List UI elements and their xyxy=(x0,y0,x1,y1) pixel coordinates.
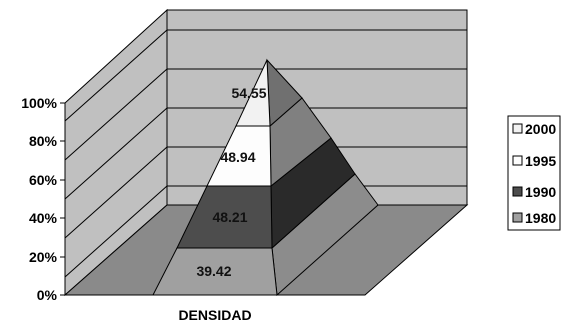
data-label-2000: 54.55 xyxy=(231,85,266,101)
data-label-1995: 48.94 xyxy=(220,149,255,165)
y-tick-label: 40% xyxy=(29,210,58,226)
legend-swatch-1990 xyxy=(512,186,523,197)
x-category-label: DENSIDAD xyxy=(178,307,251,323)
y-axis xyxy=(60,102,66,296)
legend-swatch-1995 xyxy=(512,155,523,166)
y-tick-label: 0% xyxy=(37,287,58,303)
legend-swatch-2000 xyxy=(512,123,523,134)
legend-swatch-1980 xyxy=(512,212,523,223)
y-tick-label: 100% xyxy=(21,95,57,111)
y-tick-label: 80% xyxy=(29,133,58,149)
legend-label-1990: 1990 xyxy=(525,184,556,200)
legend: 2000 1995 1990 1980 xyxy=(507,115,561,231)
y-tick-label: 20% xyxy=(29,249,58,265)
legend-label-1995: 1995 xyxy=(525,153,556,169)
legend-label-1980: 1980 xyxy=(525,210,556,226)
data-label-1980: 39.42 xyxy=(196,263,231,279)
pyramid-front-2000 xyxy=(235,59,271,127)
data-label-1990: 48.21 xyxy=(212,209,247,225)
legend-frame xyxy=(507,115,561,231)
gridlines xyxy=(64,29,467,278)
pyramid xyxy=(152,58,379,297)
legend-label-2000: 2000 xyxy=(525,121,556,137)
y-tick-label: 60% xyxy=(29,172,58,188)
